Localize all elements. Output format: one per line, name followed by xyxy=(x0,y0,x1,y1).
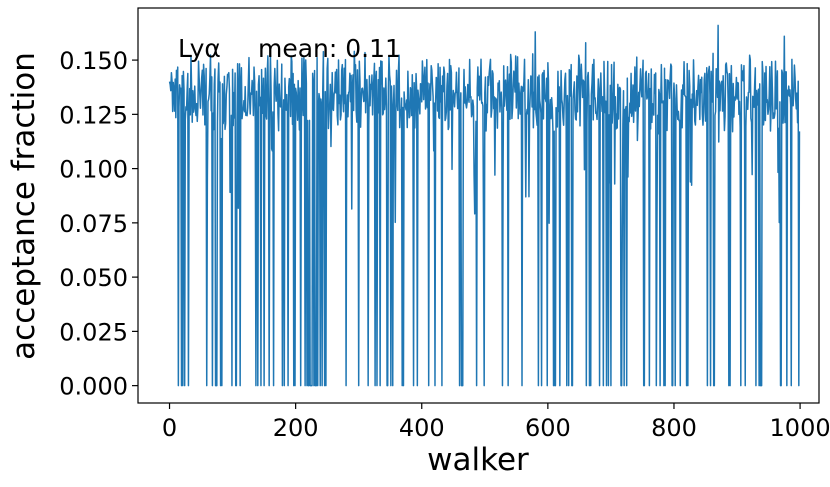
annotation-label: Lyα xyxy=(178,34,221,63)
y-tick-label: 0.150 xyxy=(59,47,128,75)
y-axis-ticks: 0.000 0.025 0.050 0.075 0.100 0.125 0.150 xyxy=(59,47,138,401)
x-tick-label: 200 xyxy=(273,414,319,442)
x-tick-label: 0 xyxy=(162,414,177,442)
series-line xyxy=(168,24,801,387)
y-tick-label: 0.025 xyxy=(59,318,128,346)
y-tick-label: 0.100 xyxy=(59,156,128,184)
axes-frame xyxy=(137,7,820,404)
annotation-mean: mean: 0.11 xyxy=(258,34,401,63)
x-tick-label: 1000 xyxy=(770,414,830,442)
y-tick-label: 0.000 xyxy=(59,373,128,401)
y-tick-label: 0.050 xyxy=(59,264,128,292)
x-axis-ticks: 0 200 400 600 800 1000 xyxy=(162,403,830,442)
y-axis-label: acceptance fraction xyxy=(6,52,42,360)
x-axis-label: walker xyxy=(427,442,529,478)
plot-area xyxy=(168,24,801,387)
x-tick-label: 600 xyxy=(525,414,571,442)
y-tick-label: 0.125 xyxy=(59,101,128,129)
x-tick-label: 800 xyxy=(651,414,697,442)
x-tick-label: 400 xyxy=(399,414,445,442)
y-tick-label: 0.075 xyxy=(59,210,128,238)
